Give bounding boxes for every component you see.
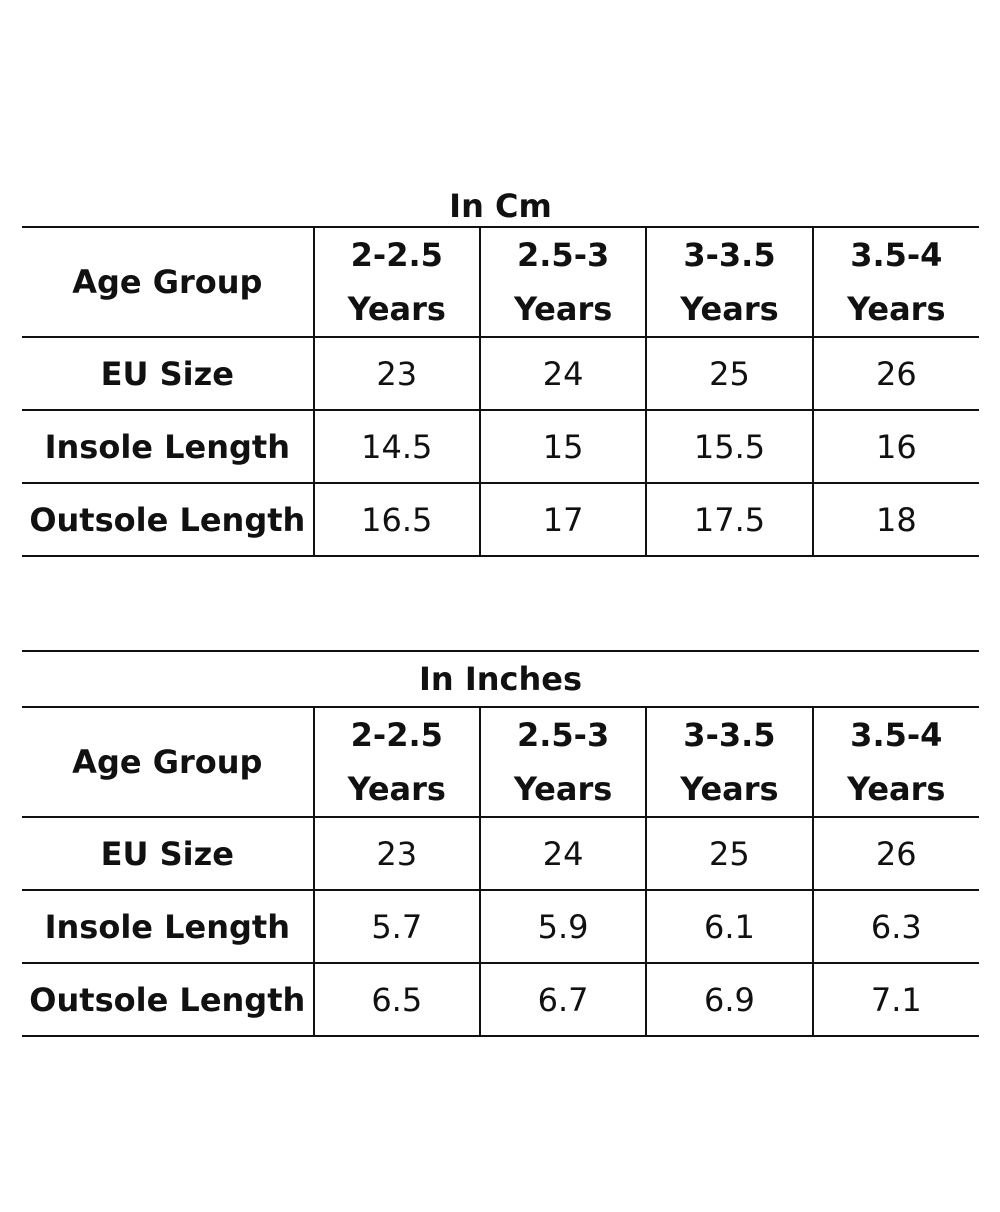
row-label: EU Size xyxy=(22,816,315,891)
table-cell: 24 xyxy=(478,816,648,891)
table-cell: 6.5 xyxy=(312,962,481,1037)
table-cell: 6.7 xyxy=(478,962,648,1037)
table-title: In Cm xyxy=(22,186,979,228)
table-cell: 15.5 xyxy=(645,409,814,484)
table-cell: 5.7 xyxy=(312,889,481,964)
table-cell: 18 xyxy=(811,482,979,557)
column-header: 3.5-4 Years xyxy=(811,226,979,338)
table-cell: 15 xyxy=(478,409,648,484)
size-table-inches: In Inches Age Group 2-2.5 Years 2.5-3 Year… xyxy=(22,650,979,1037)
column-header: 2-2.5 Years xyxy=(312,706,481,818)
row-label: EU Size xyxy=(22,336,315,411)
row-label: Insole Length xyxy=(22,889,315,964)
size-table-cm: In Cm Age Group 2-2.5 Years 2.5-3 Years 3-… xyxy=(22,186,979,557)
table-cell: 16 xyxy=(811,409,979,484)
table-row: Insole Length 14.5 15 15.5 16 xyxy=(22,409,979,484)
table-cell: 23 xyxy=(312,336,481,411)
column-header: 2-2.5 Years xyxy=(312,226,481,338)
table-cell: 5.9 xyxy=(478,889,648,964)
table-row: EU Size 23 24 25 26 xyxy=(22,816,979,891)
row-header-age-group: Age Group xyxy=(22,226,315,338)
table-cell: 6.1 xyxy=(645,889,814,964)
table-cell: 24 xyxy=(478,336,648,411)
table-cell: 14.5 xyxy=(312,409,481,484)
table-cell: 25 xyxy=(645,336,814,411)
table-cell: 25 xyxy=(645,816,814,891)
row-label: Insole Length xyxy=(22,409,315,484)
row-header-age-group: Age Group xyxy=(22,706,315,818)
column-header: 2.5-3 Years xyxy=(478,226,648,338)
column-header: 3-3.5 Years xyxy=(645,226,814,338)
table-cell: 26 xyxy=(811,336,979,411)
table-cell: 6.3 xyxy=(811,889,979,964)
table-cell: 17 xyxy=(478,482,648,557)
table-cell: 7.1 xyxy=(811,962,979,1037)
table-title: In Inches xyxy=(22,650,979,708)
table-cell: 17.5 xyxy=(645,482,814,557)
column-header: 3.5-4 Years xyxy=(811,706,979,818)
table-cell: 26 xyxy=(811,816,979,891)
table-row: EU Size 23 24 25 26 xyxy=(22,336,979,411)
table-row: Insole Length 5.7 5.9 6.1 6.3 xyxy=(22,889,979,964)
column-header: 3-3.5 Years xyxy=(645,706,814,818)
table-row: Outsole Length 16.5 17 17.5 18 xyxy=(22,482,979,557)
table-cell: 23 xyxy=(312,816,481,891)
row-label: Outsole Length xyxy=(22,962,315,1037)
table-row: Outsole Length 6.5 6.7 6.9 7.1 xyxy=(22,962,979,1037)
row-label: Outsole Length xyxy=(22,482,315,557)
table-cell: 16.5 xyxy=(312,482,481,557)
column-header: 2.5-3 Years xyxy=(478,706,648,818)
table-cell: 6.9 xyxy=(645,962,814,1037)
